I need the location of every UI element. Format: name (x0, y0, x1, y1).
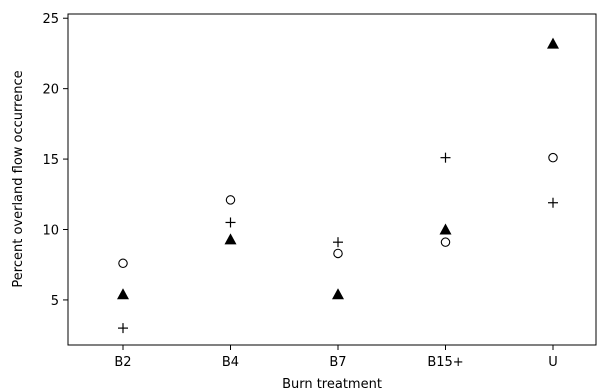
x-tick-label: B2 (114, 355, 131, 370)
plot-frame (67, 13, 597, 346)
circle-marker (440, 237, 451, 247)
circle-marker (118, 258, 128, 269)
plus-marker (333, 237, 343, 248)
x-tick-label: B7 (329, 355, 346, 370)
triangle-marker (117, 288, 129, 300)
y-tick-label: 15 (42, 153, 59, 168)
plus-marker (440, 152, 451, 163)
triangle-marker (224, 233, 237, 245)
x-axis-title: Burn treatment (282, 377, 382, 392)
y-tick-label: 20 (42, 83, 59, 98)
plus-marker (118, 323, 128, 334)
circle-marker (333, 248, 343, 259)
y-tick-label: 25 (42, 12, 59, 27)
x-axis: B2 B4 B7 B15+ U (114, 345, 558, 370)
circle-marker (548, 152, 558, 163)
y-tick-label: 5 (51, 294, 59, 309)
circle-marker (225, 195, 236, 205)
data-markers (117, 37, 559, 334)
x-tick-label: U (548, 355, 558, 370)
y-axis: 5 10 15 20 25 (42, 12, 68, 309)
plus-marker (225, 217, 236, 228)
y-axis-title: Percent overland flow occurrence (11, 70, 26, 287)
triangle-marker (547, 37, 559, 49)
triangle-marker (332, 288, 344, 300)
triangle-marker (439, 223, 452, 235)
x-tick-label: B4 (222, 355, 239, 370)
plus-marker (548, 197, 558, 208)
y-tick-label: 10 (42, 224, 59, 239)
x-tick-label: B15+ (427, 355, 463, 370)
